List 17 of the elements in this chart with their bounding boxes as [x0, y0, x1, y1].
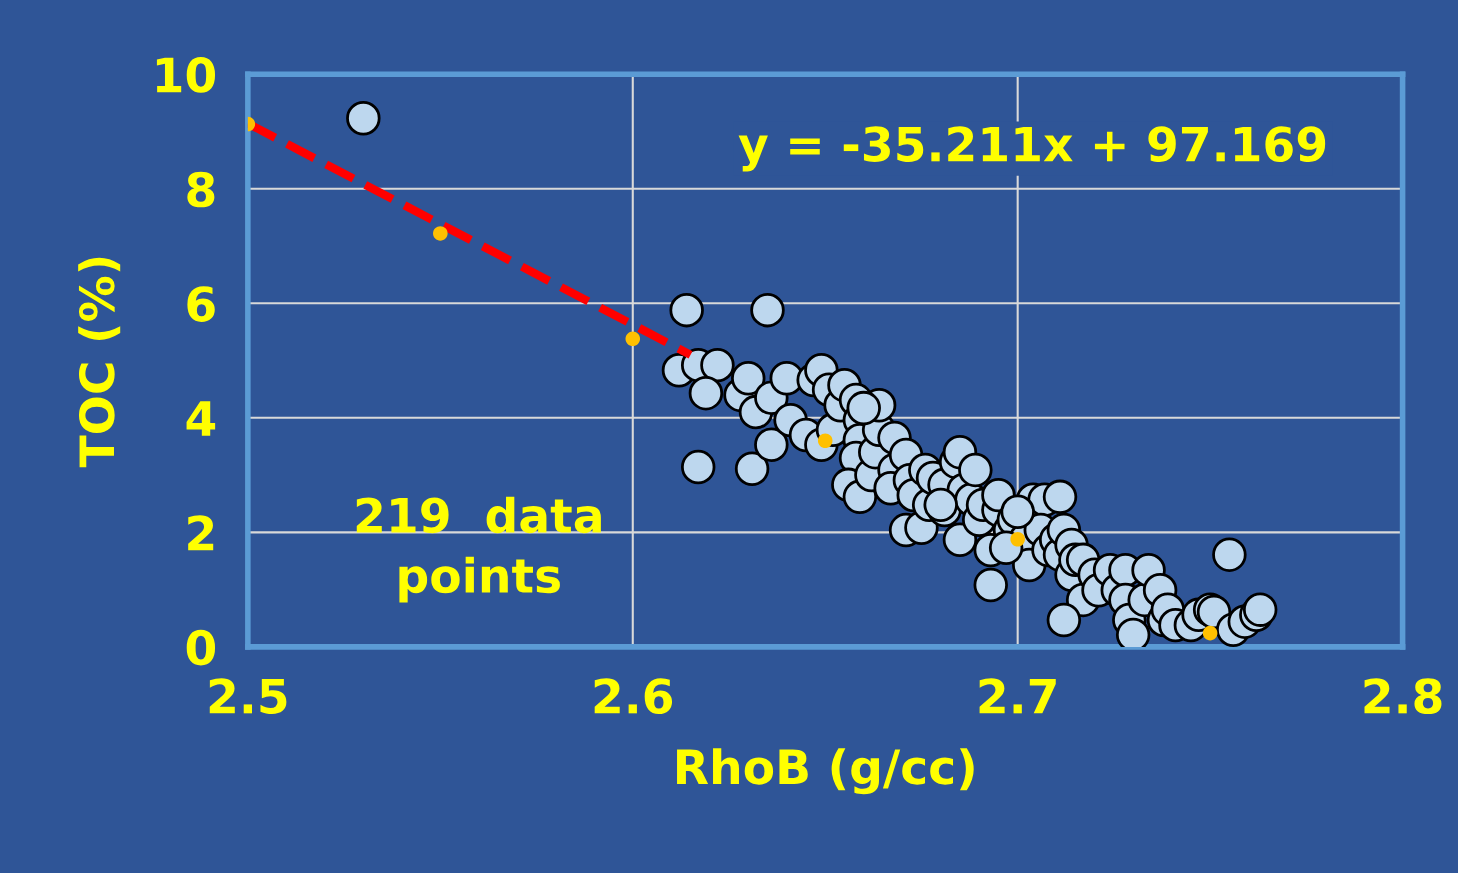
x-tick-label: 2.6 — [594, 678, 673, 714]
x-axis-title: RhoB (g/cc) — [677, 748, 974, 795]
y-tick-label: 8 — [187, 171, 215, 208]
y-tick-label: 10 — [156, 57, 216, 93]
annotation: y = -35.211x + 97.169 — [738, 126, 1326, 172]
y-tick-label: 4 — [186, 401, 216, 436]
y-tick-label: 0 — [186, 629, 216, 666]
point — [625, 331, 641, 347]
y-tick-label: 2 — [188, 515, 214, 551]
y-tick-label: 6 — [187, 286, 215, 322]
y-axis-title: TOC (%) — [78, 257, 121, 468]
x-tick-label: 2.8 — [1364, 678, 1442, 714]
x-tick-label: 2.7 — [979, 678, 1056, 714]
annotation: 219 data points — [356, 496, 601, 603]
point — [433, 226, 448, 241]
point — [1202, 625, 1218, 641]
x-tick-label: 2.5 — [209, 678, 287, 714]
